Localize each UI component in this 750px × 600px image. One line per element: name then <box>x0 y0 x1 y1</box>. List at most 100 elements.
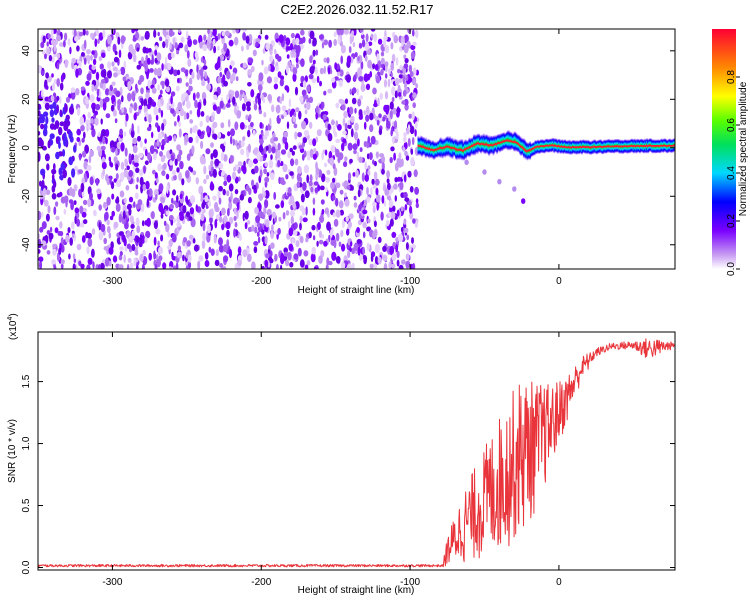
noise-speckle <box>136 265 139 269</box>
noise-speckle <box>386 120 391 129</box>
noise-speckle <box>402 75 406 85</box>
noise-speckle <box>204 71 208 79</box>
noise-speckle <box>374 99 377 107</box>
noise-speckle <box>354 107 357 114</box>
noise-speckle <box>243 160 246 168</box>
noise-speckle <box>299 215 303 223</box>
colorbar-tick-label: 0.6 <box>726 118 737 132</box>
noise-speckle <box>328 39 332 48</box>
noise-speckle <box>356 151 360 161</box>
noise-speckle <box>312 235 316 241</box>
noise-speckle <box>382 254 388 262</box>
noise-speckle <box>199 120 203 128</box>
noise-speckle <box>269 55 274 63</box>
noise-speckle <box>375 75 381 84</box>
noise-speckle <box>277 71 282 78</box>
noise-speckle <box>163 162 167 170</box>
noise-speckle <box>282 212 286 220</box>
noise-speckle <box>176 153 182 162</box>
noise-speckle <box>214 158 220 167</box>
noise-speckle <box>323 240 328 247</box>
noise-speckle <box>155 177 159 184</box>
noise-speckle <box>146 72 149 80</box>
noise-speckle <box>367 165 371 170</box>
noise-speckle <box>128 153 132 163</box>
noise-speckle <box>403 227 409 233</box>
noise-speckle <box>308 73 314 80</box>
noise-speckle <box>205 204 209 210</box>
noise-speckle <box>375 151 379 158</box>
noise-speckle <box>135 236 141 243</box>
noise-speckle <box>160 109 164 118</box>
noise-speckle <box>270 230 274 240</box>
noise-speckle <box>113 156 118 163</box>
noise-speckle <box>247 220 251 225</box>
noise-speckle <box>142 46 147 54</box>
noise-speckle <box>366 105 370 114</box>
noise-speckle <box>357 67 363 77</box>
noise-speckle <box>139 234 143 244</box>
noise-speckle <box>348 213 354 220</box>
noise-speckle <box>411 137 415 145</box>
noise-speckle <box>311 246 317 255</box>
noise-speckle <box>207 201 212 207</box>
noise-speckle <box>357 246 361 256</box>
noise-speckle <box>241 165 244 172</box>
noise-speckle <box>102 168 105 177</box>
noise-speckle <box>271 104 275 113</box>
noise-speckle <box>118 213 123 223</box>
noise-speckle <box>135 217 140 226</box>
noise-speckle <box>357 138 360 147</box>
noise-speckle <box>111 95 116 103</box>
noise-speckle <box>290 210 295 217</box>
noise-speckle <box>108 247 114 255</box>
noise-speckle <box>202 222 206 232</box>
noise-speckle <box>131 123 134 133</box>
noise-speckle <box>410 44 416 51</box>
noise-speckle <box>204 252 209 260</box>
noise-speckle <box>223 141 226 147</box>
noise-speckle <box>99 98 104 108</box>
noise-speckle <box>401 42 404 47</box>
noise-speckle <box>108 232 112 239</box>
noise-speckle <box>123 197 127 204</box>
noise-speckle <box>380 51 385 57</box>
noise-speckle <box>185 211 191 218</box>
noise-speckle <box>364 256 368 262</box>
noise-speckle <box>406 127 410 135</box>
noise-speckle <box>144 138 147 144</box>
noise-speckle <box>52 243 57 249</box>
noise-speckle <box>49 109 55 118</box>
noise-speckle <box>112 255 118 263</box>
noise-speckle <box>311 77 317 83</box>
noise-speckle <box>298 144 304 150</box>
noise-speckle <box>38 152 41 162</box>
noise-speckle <box>116 179 122 188</box>
noise-speckle <box>141 56 144 64</box>
noise-speckle <box>132 144 138 154</box>
noise-speckle <box>63 195 69 203</box>
noise-speckle <box>45 72 49 79</box>
noise-speckle <box>200 56 204 63</box>
noise-speckle <box>94 110 98 116</box>
noise-speckle <box>166 102 170 111</box>
noise-speckle <box>189 110 193 115</box>
noise-speckle <box>242 249 248 258</box>
noise-speckle <box>210 160 214 167</box>
noise-speckle <box>115 148 118 157</box>
noise-speckle <box>169 214 174 221</box>
noise-speckle <box>221 31 226 37</box>
noise-speckle <box>173 265 177 269</box>
noise-speckle <box>69 237 73 246</box>
noise-speckle <box>256 221 261 228</box>
noise-speckle <box>87 56 90 65</box>
noise-speckle <box>120 35 126 45</box>
noise-speckle <box>351 30 355 36</box>
noise-speckle <box>140 184 144 194</box>
noise-speckle <box>184 134 189 143</box>
noise-speckle <box>59 109 63 116</box>
noise-speckle <box>107 70 112 79</box>
secondary-trace-point <box>464 159 469 166</box>
noise-speckle <box>195 204 198 212</box>
noise-speckle <box>48 232 54 240</box>
